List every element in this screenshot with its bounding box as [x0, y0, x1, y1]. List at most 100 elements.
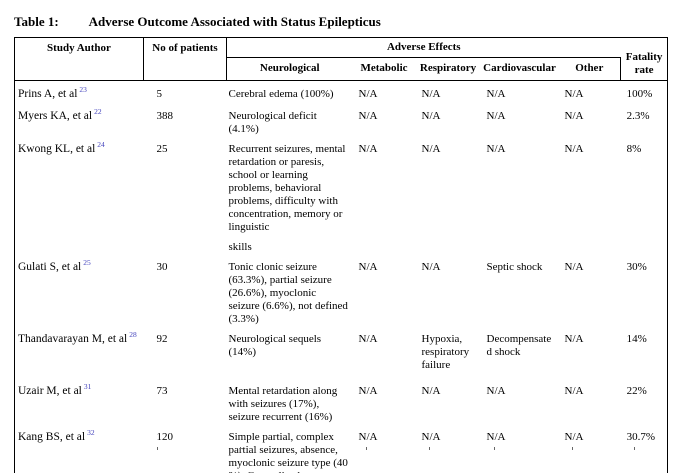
column-boundary-tick — [240, 447, 241, 450]
patients-cell: 30 — [156, 260, 168, 273]
other-cell: N/A — [564, 142, 584, 155]
col-header-metabolic: Metabolic — [352, 57, 416, 81]
column-boundary-tick — [366, 447, 367, 450]
other-cell: N/A — [564, 260, 584, 273]
study-author-cell: Uzair M, et al 31 — [15, 378, 144, 424]
table-row: Kang BS, et al 32 120 Simple partial, com… — [15, 424, 668, 473]
reference-link[interactable]: 24 — [97, 139, 105, 149]
col-header-cardiovascular: Cardiovascular — [480, 57, 559, 81]
study-author-cell: Myers KA, et al 22 — [15, 103, 144, 136]
col-header-other: Other — [558, 57, 622, 81]
other-cell: N/A — [564, 384, 584, 397]
reference-link[interactable]: 23 — [79, 85, 87, 95]
other-cell: N/A — [564, 430, 584, 443]
study-author-cell: Gulati S, et al 25 — [15, 254, 144, 326]
metabolic-cell: N/A — [358, 88, 378, 100]
table-caption-text: Adverse Outcome Associated with Status E… — [88, 14, 381, 29]
table-row: Uzair M, et al 31 73 Mental retardation a… — [15, 378, 668, 424]
column-boundary-tick — [157, 447, 158, 450]
respiratory-cell: N/A — [421, 260, 441, 273]
reference-link[interactable]: 32 — [87, 427, 95, 437]
cardiovascular-cell: N/A — [486, 88, 506, 100]
metabolic-cell: N/A — [358, 260, 378, 273]
neurological-cell: Tonic clonic seizure (63.3%), partial se… — [228, 260, 348, 325]
neurological-cell: Neurological deficit (4.1%) — [228, 109, 317, 135]
cardiovascular-cell: N/A — [486, 142, 506, 155]
column-boundary-tick — [634, 447, 635, 450]
metabolic-cell: N/A — [358, 142, 378, 155]
column-boundary-tick — [429, 447, 430, 450]
respiratory-cell: N/A — [421, 430, 441, 443]
study-author-text: Gulati S, et al — [18, 260, 82, 273]
col-header-no-of-patients: No of patients — [143, 37, 227, 81]
study-author-text: Thandavarayan M, et al — [18, 332, 128, 345]
fatality-cell: 8% — [626, 142, 642, 155]
study-author-cell: Kang BS, et al 32 — [15, 424, 144, 473]
metabolic-cell: N/A — [358, 332, 378, 345]
table-caption-label: Table 1: — [14, 14, 59, 29]
cardiovascular-cell: Septic shock — [486, 260, 543, 273]
cardiovascular-cell: N/A — [486, 430, 506, 443]
metabolic-cell: N/A — [358, 430, 378, 443]
fatality-cell: 100% — [626, 88, 653, 100]
patients-cell: 5 — [156, 88, 163, 100]
neurological-cell: Cerebral edema (100%) — [228, 88, 334, 100]
respiratory-cell: N/A — [421, 88, 441, 100]
other-cell: N/A — [564, 332, 584, 345]
neurological-text: Recurrent seizures, mental retardation o… — [228, 142, 346, 233]
column-boundary-tick — [572, 447, 573, 450]
respiratory-cell: N/A — [421, 142, 441, 155]
reference-link[interactable]: 25 — [83, 257, 91, 267]
fatality-cell: 22% — [626, 384, 647, 397]
table-row: Prins A, et al 23 5 Cerebral edema (100%)… — [15, 81, 668, 103]
table-row: Kwong KL, et al 24 25 Recurrent seizures,… — [15, 136, 668, 254]
table-caption: Table 1: Adverse Outcome Associated with … — [14, 14, 381, 30]
respiratory-cell: N/A — [421, 384, 441, 397]
study-author-cell: Kwong KL, et al 24 — [15, 136, 144, 254]
cardiovascular-cell: N/A — [486, 384, 506, 397]
patients-cell: 73 — [156, 384, 168, 397]
col-header-study-author: Study Author — [14, 37, 144, 81]
metabolic-cell: N/A — [358, 109, 378, 122]
fatality-cell: 30% — [626, 260, 647, 273]
other-cell: N/A — [564, 109, 584, 122]
respiratory-cell: N/A — [421, 109, 441, 122]
neurological-cell: Mental retardation along with seizures (… — [228, 384, 338, 423]
patients-cell: 25 — [156, 142, 168, 155]
study-author-cell: Prins A, et al 23 — [15, 81, 144, 103]
metabolic-cell: N/A — [358, 384, 378, 397]
neurological-text-continued: skills — [228, 240, 252, 253]
col-header-group-adverse-effects: Adverse Effects — [226, 37, 621, 58]
cardiovascular-cell: Decompensated shock — [486, 332, 552, 358]
col-header-respiratory: Respiratory — [415, 57, 481, 81]
fatality-cell: 30.7% — [626, 430, 655, 443]
cardiovascular-cell: N/A — [486, 109, 506, 122]
other-cell: N/A — [564, 88, 584, 100]
reference-link[interactable]: 31 — [83, 381, 92, 391]
study-author-text: Kang BS, et al — [18, 430, 86, 443]
table-row: Thandavarayan M, et al 28 92 Neurological… — [15, 326, 668, 378]
reference-link[interactable]: 22 — [94, 106, 102, 116]
patients-cell: 92 — [156, 332, 168, 345]
study-author-text: Uzair M, et al — [18, 384, 82, 397]
neurological-cell: Simple partial, complex partial seizures… — [228, 430, 348, 473]
study-author-text: Myers KA, et al — [18, 109, 93, 122]
column-boundary-tick — [494, 447, 495, 450]
adverse-outcomes-table: Study Author No of patients Adverse Effe… — [14, 37, 669, 473]
study-author-text: Kwong KL, et al — [18, 142, 96, 155]
neurological-cell: Neurological sequels (14%) — [228, 332, 322, 358]
neurological-cell: Recurrent seizures, mental retardation o… — [227, 136, 353, 254]
col-header-neurological: Neurological — [226, 57, 353, 81]
reference-link[interactable]: 28 — [129, 329, 137, 339]
fatality-cell: 14% — [626, 332, 647, 345]
patients-cell: 120 — [156, 430, 174, 443]
study-author-text: Prins A, et al — [18, 88, 78, 100]
col-header-fatality-rate: Fatality rate — [620, 37, 668, 81]
fatality-cell: 2.3% — [626, 109, 650, 122]
respiratory-cell: Hypoxia, respiratory failure — [421, 332, 470, 371]
patients-cell: 388 — [156, 109, 174, 122]
study-author-cell: Thandavarayan M, et al 28 — [15, 326, 144, 378]
table-row: Gulati S, et al 25 30 Tonic clonic seizur… — [15, 254, 668, 326]
table-row: Myers KA, et al 22 388 Neurological defic… — [15, 103, 668, 136]
